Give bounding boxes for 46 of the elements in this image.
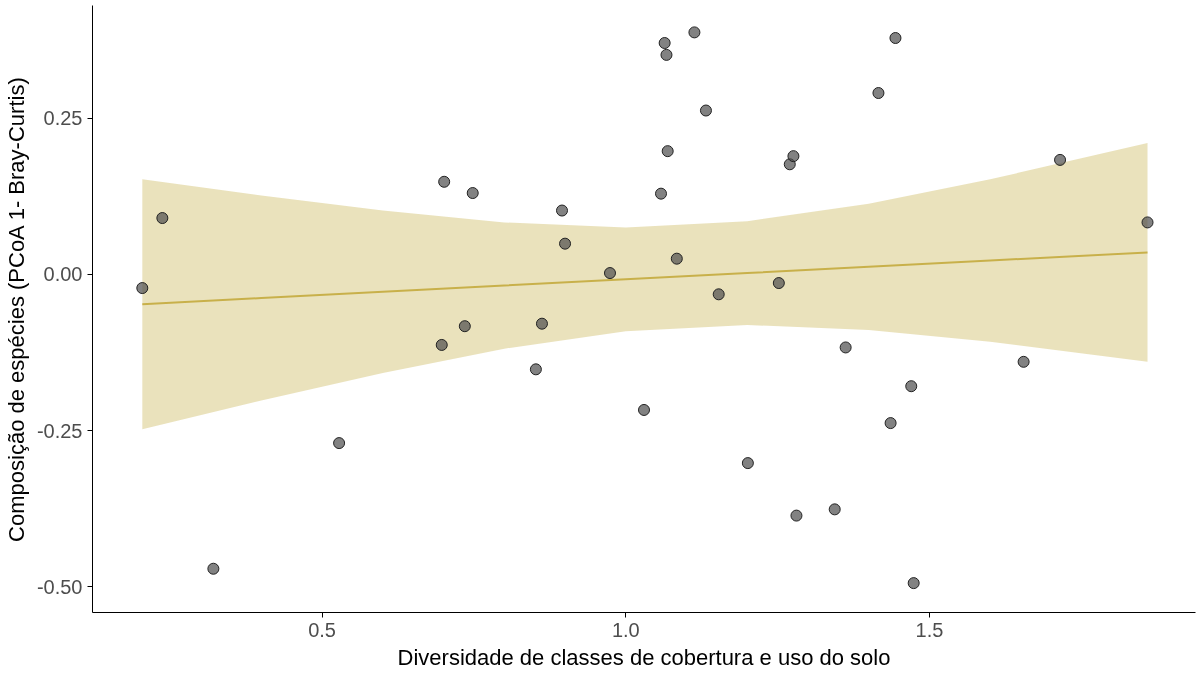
y-tick-label: 0.00 [43,263,83,286]
point [772,277,785,290]
point [787,150,800,163]
point [889,32,902,44]
point [1017,355,1030,368]
y-axis-title: Composição de espécies (PCoA 1- Bray-Curtis) [3,77,29,542]
point [712,288,725,301]
point [884,417,897,430]
point [688,26,701,39]
point [136,282,149,295]
point [603,267,616,280]
point [699,104,712,117]
point [435,338,448,351]
y-tick-label: -0.50 [36,575,83,598]
point [156,212,169,225]
point [535,317,548,330]
point [638,403,650,416]
y-tick-label: -0.25 [36,419,83,442]
point [670,252,683,265]
point [1054,153,1067,166]
x-tick-label: 0.5 [308,618,336,641]
point [438,175,451,188]
point [458,320,471,333]
point [207,562,220,575]
point [907,577,920,590]
y-tick-label: 0.25 [43,107,83,130]
x-axis-title: Diversidade de classes de cobertura e uso do solo [397,644,891,670]
point [556,204,568,217]
point [559,237,572,250]
point [905,380,918,393]
point [741,457,754,470]
point [466,187,479,200]
point [655,187,668,200]
point [529,363,542,376]
point [790,509,803,522]
point [872,87,885,100]
line-series [141,251,1149,306]
point [658,37,671,49]
point [839,341,852,354]
point [333,437,346,450]
point [660,48,673,61]
point [1141,216,1154,229]
point [661,145,674,158]
point [828,503,841,516]
x-tick-label: 1.5 [915,618,944,641]
x-tick-label: 1.0 [611,618,640,641]
